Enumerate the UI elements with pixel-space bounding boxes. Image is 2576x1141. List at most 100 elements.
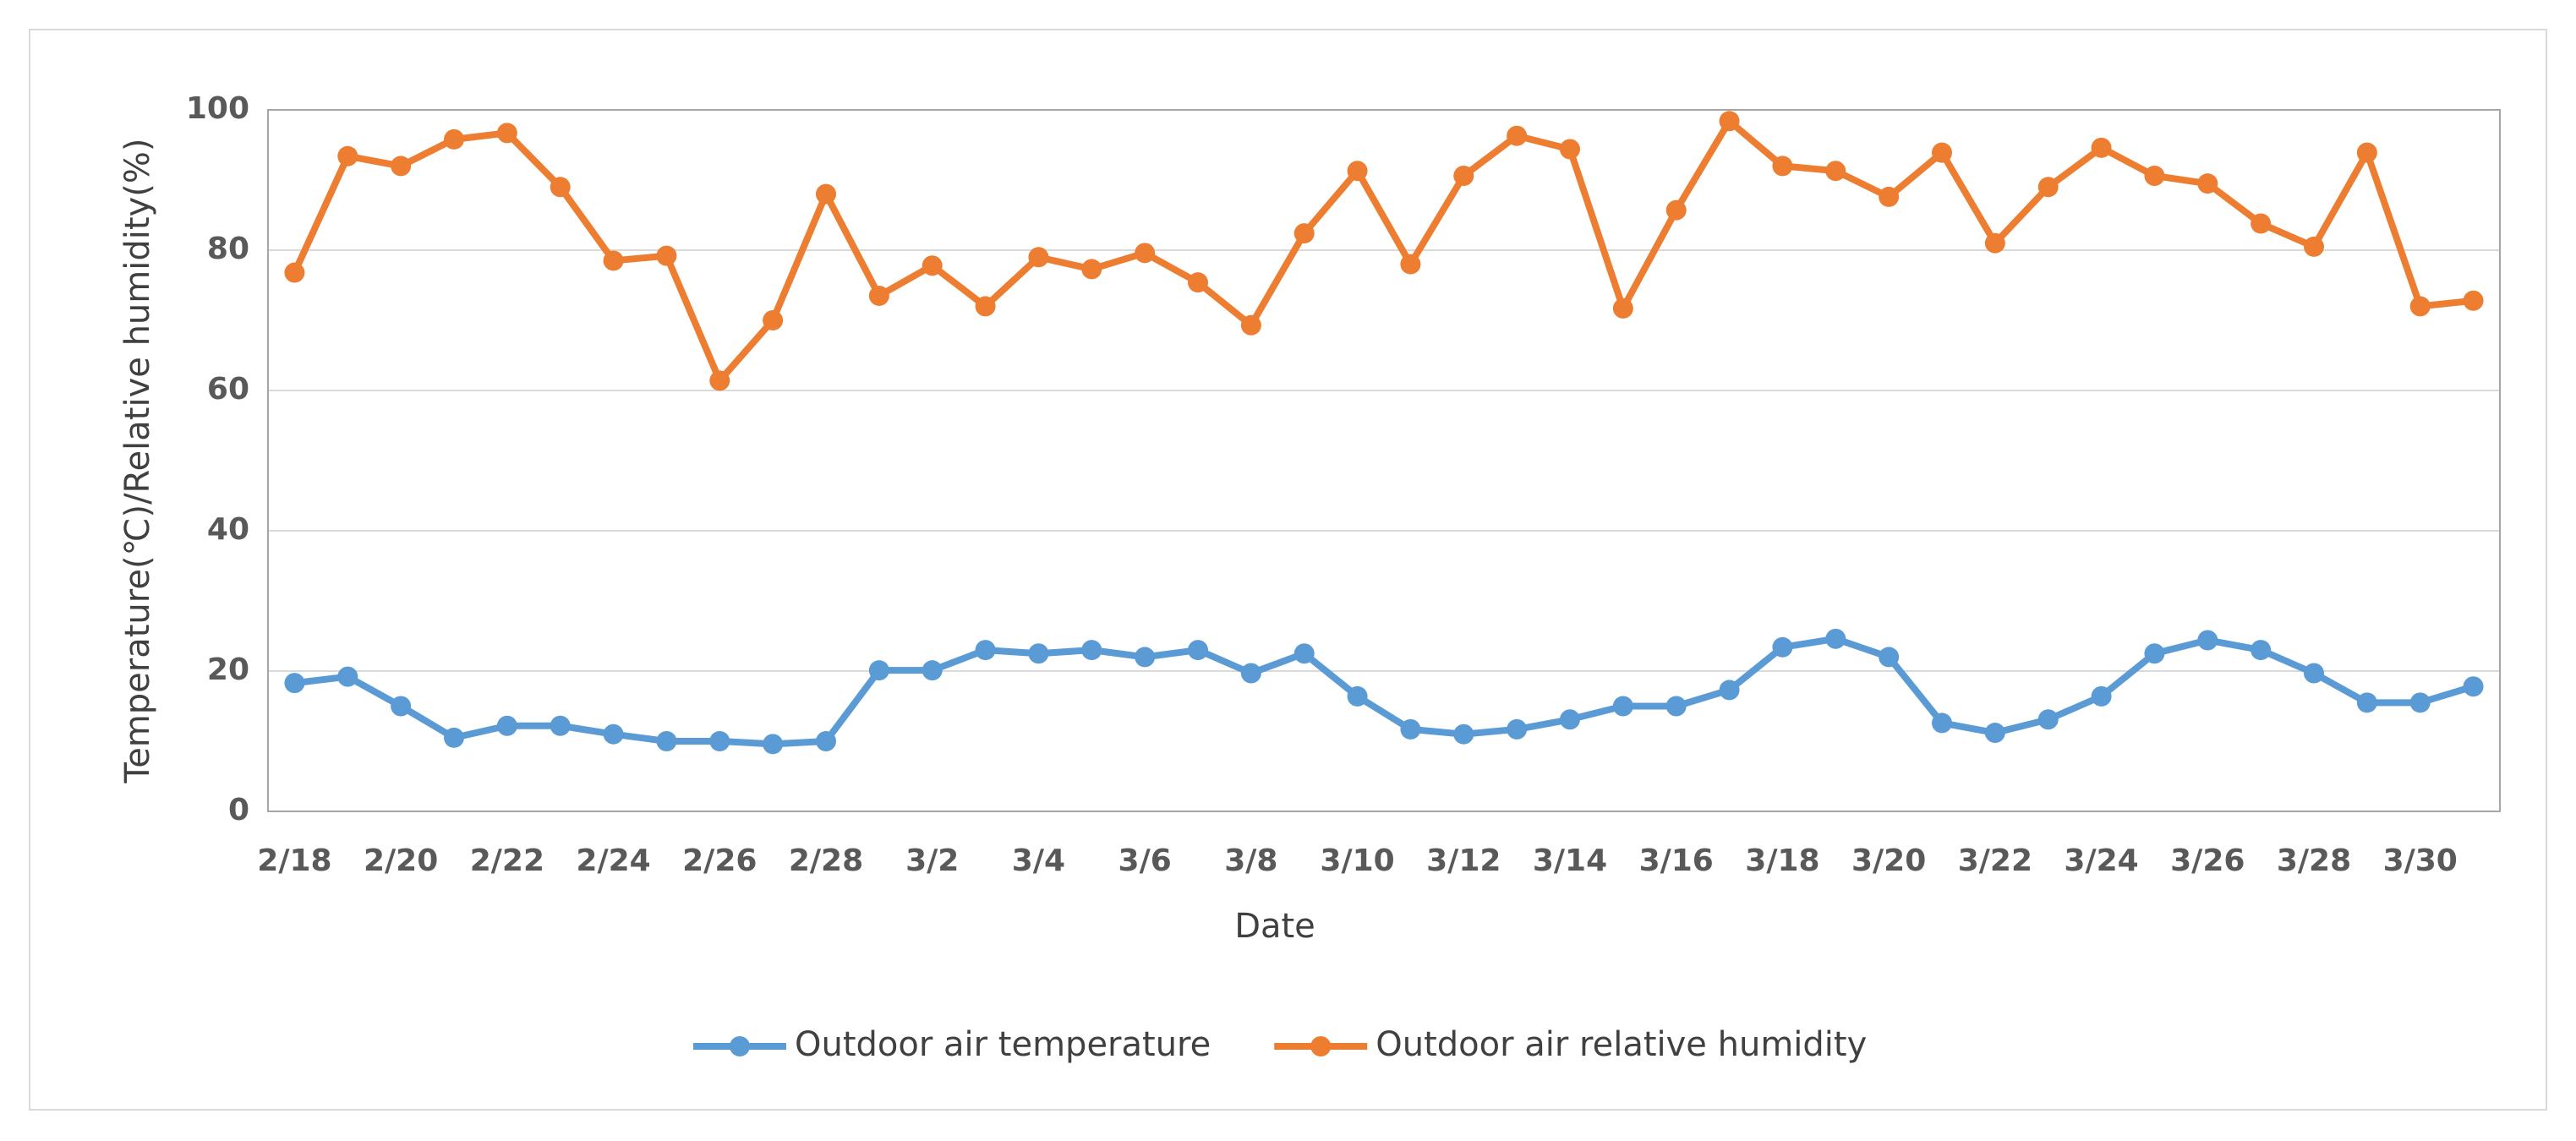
data-point xyxy=(763,310,784,330)
data-point xyxy=(1772,156,1793,177)
legend-marker xyxy=(730,1036,750,1056)
data-point xyxy=(1984,232,2005,254)
x-axis-title: Date xyxy=(1234,907,1315,946)
data-point xyxy=(2037,177,2059,198)
y-tick-label: 60 xyxy=(207,372,249,407)
y-tick-label: 80 xyxy=(207,232,249,266)
y-tick-label: 20 xyxy=(207,652,249,687)
data-point xyxy=(1347,161,1368,182)
x-tick-label: 2/28 xyxy=(789,843,863,878)
data-point xyxy=(1932,142,1952,163)
data-point xyxy=(975,296,996,317)
x-tick-label: 2/22 xyxy=(470,843,544,878)
data-point xyxy=(2251,640,2272,661)
data-point xyxy=(1772,636,1793,658)
data-point xyxy=(550,715,571,736)
data-point xyxy=(1984,723,2005,744)
data-point xyxy=(1028,247,1049,268)
x-tick-label: 2/18 xyxy=(257,843,331,878)
data-point xyxy=(656,731,677,751)
data-point xyxy=(1560,139,1580,160)
data-point xyxy=(1665,696,1687,717)
data-point xyxy=(2091,137,2112,158)
y-tick-label: 100 xyxy=(186,91,249,126)
data-point xyxy=(550,177,571,198)
x-tick-label: 3/16 xyxy=(1639,843,1714,878)
data-point xyxy=(868,285,889,306)
data-point xyxy=(1879,647,1900,668)
data-point xyxy=(2409,692,2431,713)
data-point xyxy=(2304,236,2324,257)
legend-label: Outdoor air relative humidity xyxy=(1376,1025,1867,1064)
data-point xyxy=(2197,173,2218,194)
data-point xyxy=(816,183,836,205)
data-point xyxy=(1081,640,1102,661)
data-point xyxy=(2356,692,2377,713)
x-tick-label: 3/10 xyxy=(1320,843,1394,878)
data-point xyxy=(709,731,730,751)
data-point xyxy=(1665,199,1687,221)
x-tick-label: 3/18 xyxy=(1745,843,1819,878)
data-point xyxy=(656,245,677,266)
data-point xyxy=(1453,723,1474,745)
data-point xyxy=(1293,223,1315,244)
data-point xyxy=(1560,709,1580,730)
x-tick-label: 3/26 xyxy=(2170,843,2245,878)
data-point xyxy=(603,250,624,271)
data-point xyxy=(284,673,305,694)
data-point xyxy=(1240,663,1261,684)
data-point xyxy=(2197,630,2218,651)
data-point xyxy=(603,723,624,745)
data-point xyxy=(2251,213,2272,234)
y-tick-label: 0 xyxy=(228,793,249,827)
x-tick-label: 3/8 xyxy=(1224,843,1277,878)
data-point xyxy=(1188,640,1208,661)
x-tick-label: 3/22 xyxy=(1958,843,2032,878)
x-tick-label: 3/24 xyxy=(2064,843,2138,878)
data-point xyxy=(922,255,943,276)
data-point xyxy=(1028,643,1049,664)
data-point xyxy=(391,696,412,717)
data-point xyxy=(975,640,996,661)
x-tick-label: 3/28 xyxy=(2277,843,2351,878)
data-point xyxy=(1879,186,1900,207)
data-point xyxy=(2356,142,2377,163)
data-point xyxy=(2091,685,2112,707)
data-point xyxy=(1612,696,1633,717)
data-point xyxy=(2463,676,2484,697)
data-point xyxy=(1135,243,1156,264)
x-tick-label: 3/4 xyxy=(1012,843,1065,878)
data-point xyxy=(1507,718,1528,740)
y-tick-label: 40 xyxy=(207,512,249,547)
data-point xyxy=(1612,298,1633,319)
data-point xyxy=(1188,272,1208,293)
data-point xyxy=(1135,647,1156,668)
data-point xyxy=(1719,111,1740,132)
y-axis-title: Temperature(℃)/Relative humidity(%) xyxy=(118,139,157,784)
data-point xyxy=(2463,290,2484,311)
data-point xyxy=(816,731,836,751)
data-point xyxy=(1453,166,1474,187)
data-point xyxy=(2304,663,2324,684)
data-point xyxy=(337,145,358,167)
chart-frame xyxy=(29,29,2547,1111)
data-point xyxy=(1507,125,1528,146)
data-point xyxy=(2037,709,2059,730)
data-point xyxy=(444,128,464,150)
data-point xyxy=(444,727,464,748)
x-tick-label: 3/14 xyxy=(1533,843,1607,878)
data-point xyxy=(1825,628,1846,649)
x-tick-label: 2/24 xyxy=(576,843,650,878)
data-point xyxy=(1240,314,1261,336)
x-tick-label: 3/20 xyxy=(1851,843,1926,878)
data-point xyxy=(1825,161,1846,182)
x-tick-label: 3/30 xyxy=(2383,843,2458,878)
data-point xyxy=(284,262,305,283)
legend-marker xyxy=(1310,1036,1332,1056)
data-point xyxy=(496,123,517,144)
data-point xyxy=(922,660,943,681)
data-point xyxy=(1400,718,1421,740)
data-point xyxy=(391,156,412,177)
data-point xyxy=(1400,254,1421,275)
